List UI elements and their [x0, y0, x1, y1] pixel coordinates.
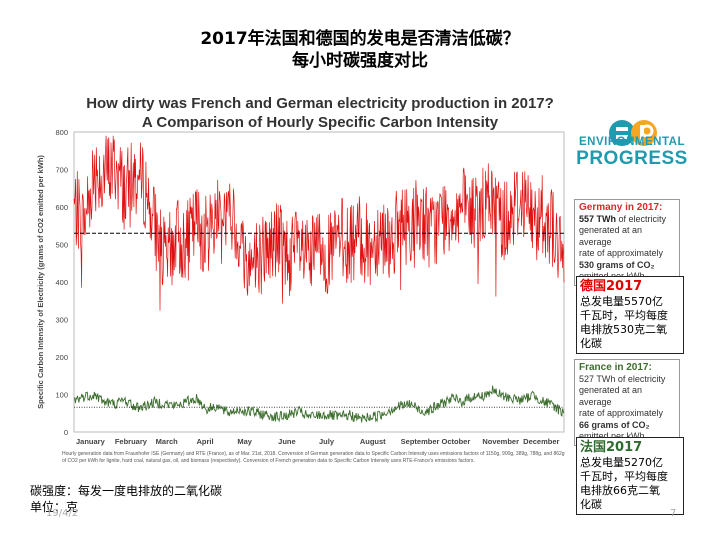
- germany-cn-title: 德国2017: [580, 279, 643, 294]
- france-line4: 66 grams of CO₂: [579, 419, 650, 430]
- france-cn-l1: 总发电量5270亿: [580, 456, 663, 469]
- x-tick-label: August: [360, 437, 386, 446]
- page-number: 7: [670, 508, 677, 519]
- slide-title-line2: 每小时碳强度对比: [292, 51, 428, 71]
- series-line-germany: [73, 135, 565, 311]
- x-tick-label: September: [401, 437, 440, 446]
- x-tick-label: February: [115, 437, 148, 446]
- series-line-france: [73, 385, 565, 423]
- slide-date: 19/4/2: [46, 508, 79, 519]
- france-cn-title: 法国2017: [580, 440, 643, 455]
- environmental-progress-logo: [609, 120, 657, 146]
- france-cn-l3: 电排放66克二氧: [580, 484, 660, 497]
- germany-line1-rest: of electricity: [616, 213, 667, 224]
- france-annotation: France in 2017: 527 TWh of electricity g…: [574, 359, 680, 446]
- y-tick-label: 500: [55, 241, 68, 250]
- germany-annotation: Germany in 2017: 557 TWh of electricity …: [574, 199, 680, 286]
- france-line1: 527 TWh of electricity: [579, 373, 666, 384]
- logo-line2: PROGRESS: [576, 148, 688, 169]
- chart-subtitle: A Comparison of Hourly Specific Carbon I…: [141, 114, 499, 131]
- series-group: [73, 135, 565, 423]
- france-cn-l2: 千瓦时，平均每度: [580, 470, 668, 483]
- x-tick-label: October: [442, 437, 471, 446]
- footnote: 碳强度：每发一度电排放的二氧化碳 单位：克: [30, 483, 222, 515]
- logo-line1: ENVIRONMENTAL: [579, 136, 685, 148]
- footnote-line1: 碳强度：每发一度电排放的二氧化碳: [30, 484, 223, 498]
- y-tick-labels: 0 100 200 300 400 500 600 700 800: [55, 128, 68, 437]
- germany-cn-l4: 化碳: [580, 337, 602, 350]
- y-tick-label: 600: [55, 203, 68, 212]
- chart-title: How dirty was French and German electric…: [86, 95, 554, 112]
- x-tick-label: December: [523, 437, 559, 446]
- y-tick-label: 800: [55, 128, 68, 137]
- germany-twh: 557 TWh: [579, 213, 617, 224]
- y-axis-title: Specific Carbon Intensity of Electricity…: [36, 155, 45, 409]
- x-tick-label: April: [197, 437, 214, 446]
- y-tick-label: 300: [55, 316, 68, 325]
- y-tick-label: 400: [55, 278, 68, 287]
- carbon-intensity-chart: Specific Carbon Intensity of Electricity…: [36, 128, 565, 446]
- germany-line4: 530 grams of CO₂: [579, 259, 655, 270]
- plot-area: [73, 131, 565, 433]
- germany-cn-l3: 电排放530克二氧: [580, 323, 667, 336]
- germany-cn-box: 德国2017 总发电量5570亿 千瓦时，平均每度 电排放530克二氧 化碳: [576, 276, 684, 354]
- slide-title-line1: 2017年法国和德国的发电是否清洁低碳？: [200, 29, 520, 49]
- footnote-line2: 单位：克: [30, 500, 79, 514]
- y-tick-label: 200: [55, 353, 68, 362]
- x-tick-label: March: [156, 437, 179, 446]
- chart-heading: How dirty was French and German electric…: [60, 94, 580, 132]
- france-annotation-title: France in 2017:: [579, 362, 652, 373]
- x-tick-label: November: [482, 437, 519, 446]
- germany-annotation-title: Germany in 2017:: [579, 202, 663, 213]
- reference-lines: [74, 232, 564, 408]
- y-axis-label: Specific Carbon Intensity of Electricity…: [36, 155, 45, 409]
- germany-line3: rate of approximately: [579, 248, 664, 258]
- france-line2: generated at an average: [579, 385, 643, 407]
- france-line5: emitted per kWh: [579, 431, 645, 441]
- germany-cn-l1: 总发电量5570亿: [580, 295, 663, 308]
- x-tick-label: July: [319, 437, 335, 446]
- source-note: Hourly generation data from Fraunhofer I…: [62, 451, 565, 464]
- ep-mark-icon: [609, 120, 657, 146]
- france-cn-box: 法国2017 总发电量5270亿 千瓦时，平均每度 电排放66克二氧 化碳: [576, 437, 684, 515]
- france-cn-l4: 化碳: [580, 498, 602, 511]
- x-tick-label: June: [278, 437, 296, 446]
- x-tick-labels: January February March April May June July Augu…: [76, 437, 560, 446]
- y-tick-label: 700: [55, 166, 68, 175]
- france-line3: rate of approximately: [579, 408, 664, 418]
- y-tick-label: 100: [55, 391, 68, 400]
- germany-line2: generated at an average: [579, 225, 643, 247]
- plot-frame: [73, 131, 565, 433]
- x-tick-label: January: [76, 437, 106, 446]
- y-tick-label: 0: [64, 428, 68, 437]
- x-tick-label: May: [237, 437, 252, 446]
- germany-cn-l2: 千瓦时，平均每度: [580, 309, 668, 322]
- slide-title: 2017年法国和德国的发电是否清洁低碳？ 每小时碳强度对比: [0, 28, 720, 72]
